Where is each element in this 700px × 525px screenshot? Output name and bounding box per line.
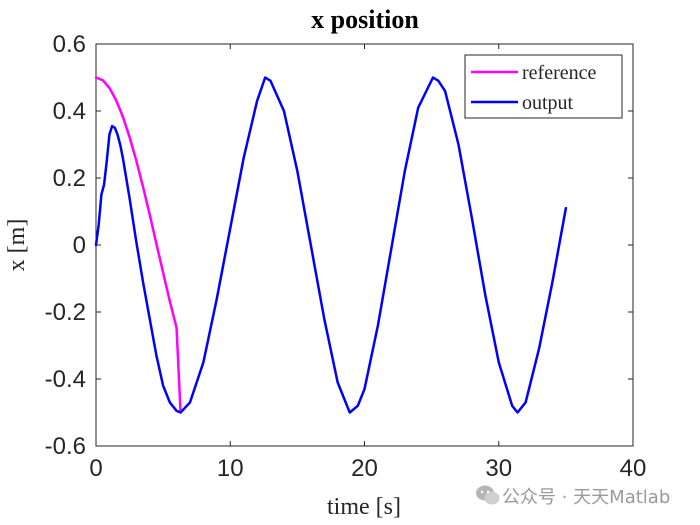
x-tick-label: 0: [89, 455, 102, 482]
x-tick-label: 30: [485, 455, 512, 482]
y-axis-label: x [m]: [4, 219, 30, 272]
series-line-reference: [94, 76, 182, 414]
legend-box: [464, 54, 623, 119]
watermark-text: 公众号 · 天天Matlab: [502, 487, 670, 508]
y-tick-label: 0.4: [53, 98, 86, 125]
x-axis-label: time [s]: [327, 494, 401, 520]
series-line-output: [94, 76, 568, 414]
legend: reference output: [464, 54, 623, 119]
chart-title: x position: [311, 5, 419, 34]
x-tick-label: 10: [217, 455, 244, 482]
y-tick-label: -0.4: [45, 366, 86, 393]
series-layer: [94, 76, 568, 414]
axis-ticks: 0 10 20 30 40 0.6 0.4 0.2 0 -0.2 -0.4 -0.6: [45, 31, 647, 482]
y-tick-label: -0.6: [45, 433, 86, 460]
watermark: 公众号 · 天天Matlab: [476, 485, 670, 508]
legend-label-output: output: [522, 92, 574, 114]
legend-label-reference: reference: [522, 62, 596, 84]
y-tick-label: 0.6: [53, 31, 86, 58]
x-tick-label: 20: [351, 455, 378, 482]
y-tick-label: -0.2: [45, 299, 86, 326]
y-tick-label: 0.2: [53, 165, 86, 192]
wechat-icon: [476, 485, 500, 505]
x-tick-label: 40: [620, 455, 647, 482]
y-tick-label: 0: [73, 232, 86, 259]
